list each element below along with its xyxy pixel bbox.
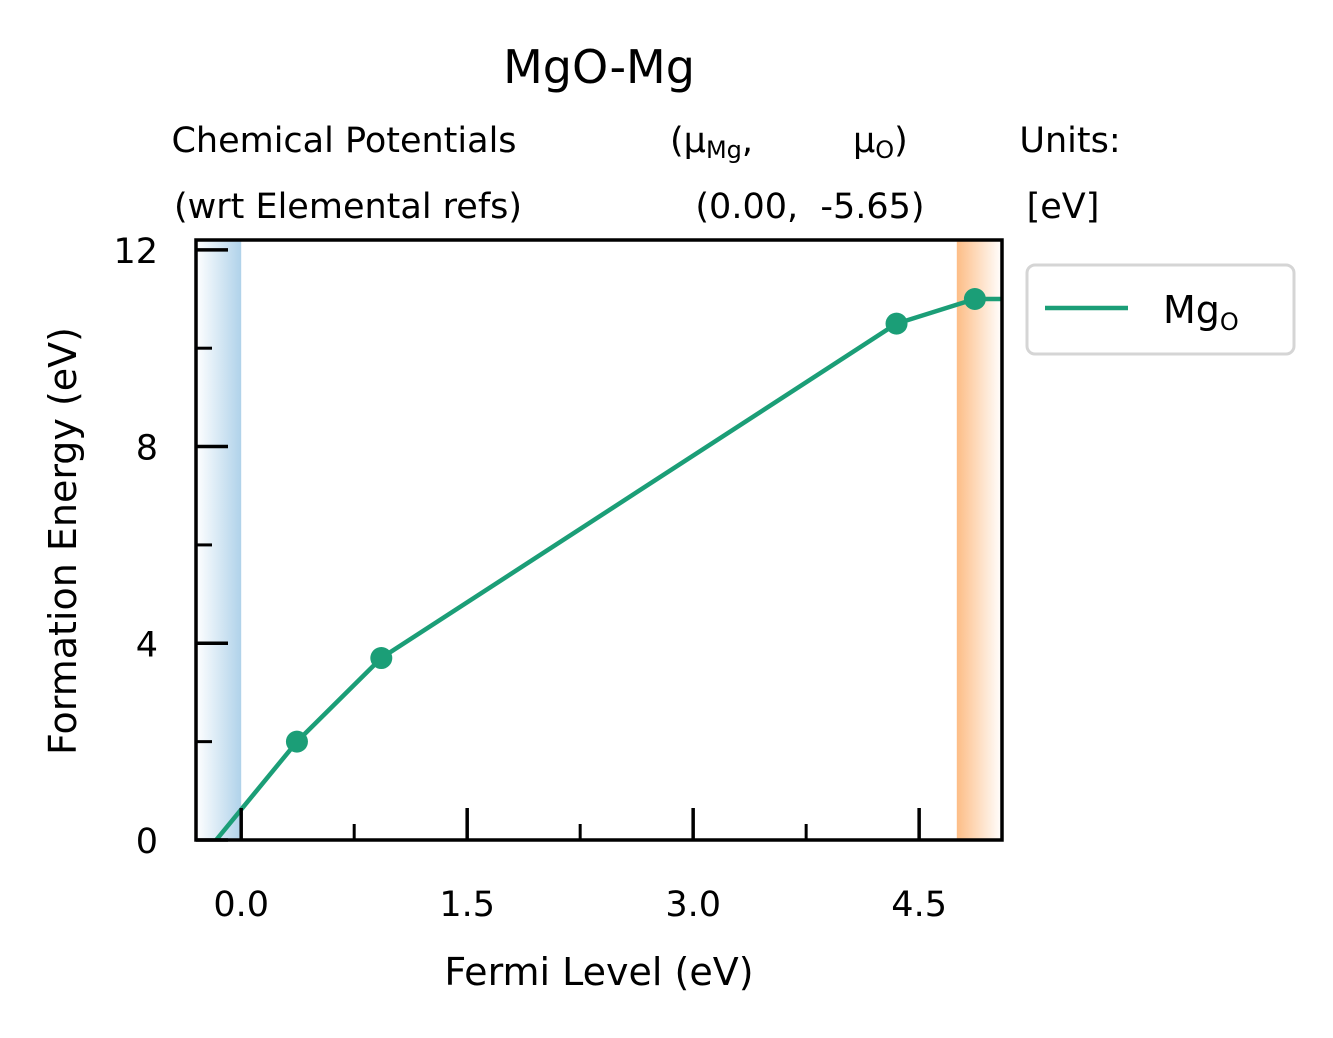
legend-label-mg-o: MgO — [1163, 288, 1239, 336]
valence-band-region — [196, 240, 242, 840]
mu-open-paren: ( — [670, 121, 684, 161]
mu-close-paren: ) — [894, 121, 908, 161]
x-tick-label: 1.5 — [439, 885, 495, 925]
x-tick-label: 0.0 — [213, 885, 269, 925]
chart-title: MgO-Mg — [503, 40, 695, 94]
series-line-mg-o — [213, 296, 1002, 840]
data-point-2 — [370, 647, 393, 670]
header-wrt-elemental-refs: (wrt Elemental refs) — [174, 187, 522, 227]
header-mu-o: μO) — [853, 121, 908, 164]
mu-o-symbol: μ — [853, 121, 875, 161]
y-tick-label: 8 — [136, 429, 158, 469]
axis-ticks: 0.0 1.5 3.0 4.5 0 4 8 12 — [113, 232, 947, 925]
data-point-3 — [885, 312, 908, 335]
y-axis-label: Formation Energy (eV) — [41, 327, 85, 755]
header-mu-values: (0.00, -5.65) — [695, 187, 924, 227]
header-units-ev: [eV] — [1027, 187, 1100, 227]
header-chemical-potentials: Chemical Potentials — [171, 121, 516, 161]
data-point-4 — [963, 288, 986, 311]
y-tick-label: 4 — [136, 625, 158, 665]
plot-frame — [194, 238, 1004, 842]
legend-series-name: Mg — [1163, 288, 1220, 332]
mu-o-subscript: O — [875, 136, 894, 164]
data-point-1 — [285, 730, 308, 753]
x-tick-label: 4.5 — [891, 885, 947, 925]
band-edge-regions — [196, 240, 1002, 840]
legend-box — [1025, 263, 1296, 356]
conduction-band-region — [956, 240, 1002, 840]
series-layer — [213, 288, 1002, 840]
x-tick-label: 3.0 — [665, 885, 721, 925]
header-mu-mg: (μMg, — [670, 121, 753, 164]
y-tick-label: 12 — [113, 232, 158, 272]
mu-mg-subscript: Mg — [706, 136, 742, 164]
y-tick-label: 0 — [136, 822, 158, 862]
legend-series-subscript: O — [1220, 308, 1239, 336]
mu-mg-symbol: μ — [684, 121, 706, 161]
header-units: Units: — [1019, 121, 1120, 161]
legend: MgO — [1025, 263, 1296, 356]
x-axis-label: Fermi Level (eV) — [444, 950, 753, 994]
mu-mg-comma: , — [742, 121, 753, 161]
